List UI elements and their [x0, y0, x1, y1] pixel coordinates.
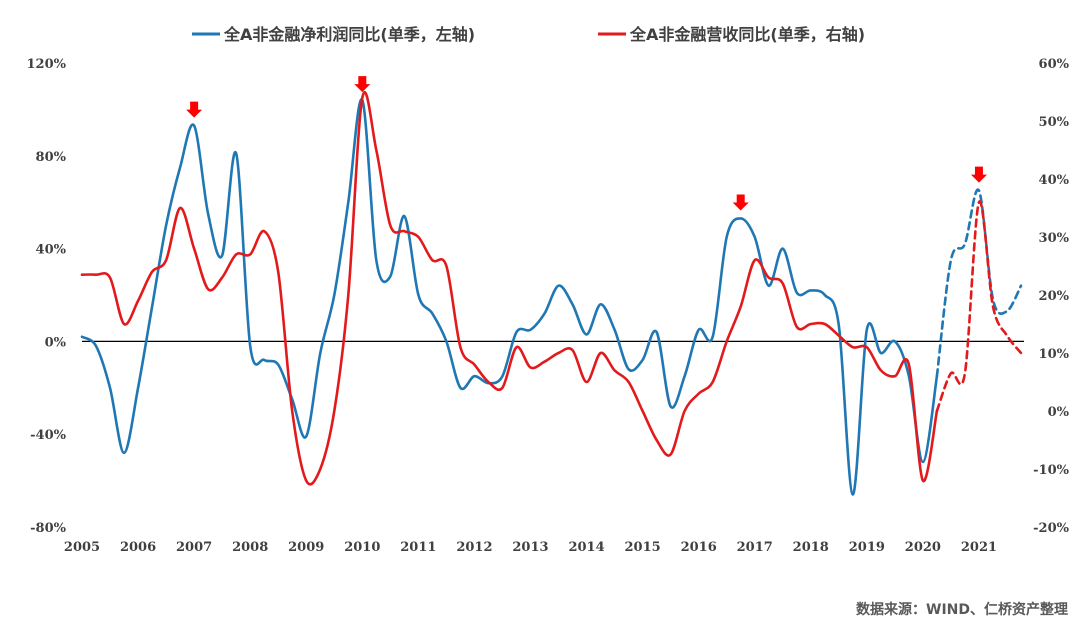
x-tick-label: 2018: [793, 540, 829, 555]
peak-arrow-icon: [732, 194, 749, 211]
x-tick-label: 2012: [456, 540, 492, 555]
x-tick-label: 2013: [512, 540, 548, 555]
y-right-tick-label: 40%: [1039, 173, 1070, 188]
y-right-tick-label: -20%: [1033, 521, 1069, 536]
x-tick-label: 2011: [400, 540, 436, 555]
peak-arrow-icon: [354, 76, 371, 93]
x-tick-label: 2019: [849, 540, 885, 555]
x-tick-label: 2021: [961, 540, 997, 555]
y-left-tick-label: 120%: [27, 57, 67, 72]
series-forecast-line-1: [935, 200, 1023, 413]
y-right-tick-label: 60%: [1039, 57, 1070, 72]
y-left-tick-label: -80%: [30, 521, 66, 536]
series-forecast-line-0: [935, 188, 1023, 378]
x-tick-label: 2015: [625, 540, 661, 555]
y-right-tick-label: -10%: [1033, 463, 1069, 478]
series-line-1: [80, 91, 939, 486]
x-tick-label: 2016: [681, 540, 717, 555]
y-right-tick-label: 0%: [1048, 405, 1070, 420]
y-left-tick-label: 80%: [36, 150, 67, 165]
x-tick-label: 2014: [568, 540, 604, 555]
y-right-tick-label: 50%: [1039, 115, 1070, 130]
x-tick-label: 2009: [288, 540, 324, 555]
y-right-tick-label: 30%: [1039, 231, 1070, 246]
peak-arrow-icon: [186, 101, 203, 118]
x-tick-label: 2017: [737, 540, 773, 555]
source-note: 数据来源：WIND、仁桥资产整理: [856, 601, 1068, 618]
annotation-layer: [186, 76, 987, 211]
x-tick-label: 2008: [232, 540, 268, 555]
series-layer: [80, 91, 1023, 496]
x-tick-label: 2006: [120, 540, 156, 555]
legend-label-0: 全A非金融净利润同比(单季，左轴): [223, 25, 475, 44]
axes: 120% 80% 40% 0% -40% -80% 60% 50% 40% 30% 20% 10% 0%…: [27, 57, 1070, 555]
peak-arrow-icon: [970, 166, 987, 183]
y-right-tick-label: 10%: [1039, 347, 1070, 362]
y-left-tick-label: 0%: [45, 335, 67, 350]
legend-label-1: 全A非金融营收同比(单季，右轴): [629, 25, 865, 44]
x-tick-label: 2007: [176, 540, 212, 555]
y-left-tick-label: -40%: [30, 428, 66, 443]
legend: 全A非金融净利润同比(单季，左轴) 全A非金融营收同比(单季，右轴): [192, 25, 865, 44]
x-tick-label: 2010: [344, 540, 380, 555]
x-tick-label: 2005: [64, 540, 100, 555]
x-tick-label: 2020: [905, 540, 941, 555]
y-right-tick-label: 20%: [1039, 289, 1070, 304]
series-line-0: [80, 98, 939, 496]
y-left-tick-label: 40%: [36, 243, 67, 258]
